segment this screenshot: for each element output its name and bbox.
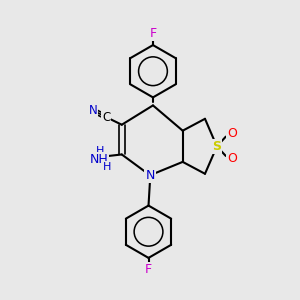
Text: H: H (103, 162, 111, 172)
Text: O: O (227, 127, 237, 140)
Text: F: F (145, 263, 152, 276)
Text: N: N (88, 104, 97, 117)
Text: S: S (212, 140, 221, 153)
Text: O: O (227, 152, 237, 165)
Text: H: H (96, 146, 105, 156)
Text: N: N (145, 169, 155, 182)
Text: C: C (102, 110, 110, 124)
Text: NH: NH (89, 153, 108, 166)
Text: F: F (149, 27, 157, 40)
